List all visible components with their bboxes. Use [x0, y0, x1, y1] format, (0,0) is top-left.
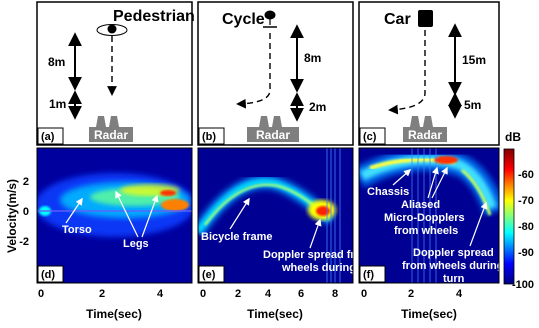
scenario-panel-cycle: Cycle 8m 2m Radar (b)	[197, 1, 354, 146]
annotation-arrow	[431, 166, 448, 199]
x-axis-d: 0 2 4 Time(sec)	[38, 288, 164, 321]
annotation-bicycle-frame: Bicycle frame	[201, 231, 273, 243]
annotation-chassis: Chassis	[367, 186, 409, 198]
distance-label-near: 2m	[309, 100, 326, 114]
x-tick: 8	[332, 288, 338, 300]
distance-label-far: 15m	[462, 53, 486, 67]
radar-label: Radar	[94, 128, 128, 142]
radar-label: Radar	[408, 128, 442, 142]
spectrogram-heatmap	[37, 148, 192, 283]
trajectory-arrow	[388, 30, 426, 115]
spectrogram-panel-pedestrian: Torso Legs (d)	[36, 147, 193, 284]
y-tick: -2	[19, 236, 29, 248]
annotation-arrow	[115, 190, 139, 238]
colorbar-tick: -70	[518, 195, 534, 207]
x-axis-label: Time(sec)	[86, 307, 142, 321]
colorbar-tick: -100	[512, 279, 534, 291]
annotation-arrow	[65, 197, 83, 224]
radar-icon	[247, 116, 299, 142]
annotation-aliased-2: Micro-Dopplers	[384, 212, 465, 224]
x-tick: 2	[99, 288, 105, 300]
annotation-arrow	[427, 166, 439, 199]
pedestrian-icon	[107, 24, 117, 34]
x-tick: 4	[456, 288, 463, 300]
annotation-car-doppler-2: from wheels during	[402, 260, 503, 272]
annotation-aliased: Aliased	[401, 199, 440, 211]
spectrogram-panel-cycle: Bicycle frame Doppler spread from wheels…	[197, 147, 381, 284]
distance-label-near: 5m	[464, 98, 481, 112]
annotation-legs: Legs	[123, 238, 149, 250]
colorbar-unit: dB	[505, 130, 521, 144]
y-tick: 2	[23, 176, 29, 188]
colorbar-tick: -60	[518, 169, 534, 181]
x-tick: 4	[265, 288, 272, 300]
panel-tag: (e)	[202, 269, 216, 281]
panel-tag: (d)	[41, 269, 55, 281]
x-axis-e: 0 2 4 6 8 Time(sec)	[200, 288, 338, 321]
radar-icon	[89, 116, 133, 142]
panel-title: Car	[384, 11, 411, 28]
panel-tag: (c)	[363, 131, 377, 143]
x-axis-label: Time(sec)	[247, 307, 303, 321]
annotation-arrow	[392, 169, 412, 186]
annotation-doppler-spread-2: wheels during turn	[281, 262, 381, 274]
x-tick: 2	[408, 288, 414, 300]
distance-label-far: 8m	[304, 51, 321, 65]
panel-title: Cycle	[222, 11, 265, 28]
scenario-panel-pedestrian: Pedestrian 8m 1m Radar (a)	[36, 1, 195, 146]
radar-icon	[403, 116, 447, 142]
cycle-icon	[263, 10, 277, 28]
annotation-arrow	[309, 218, 322, 249]
annotation-arrow	[229, 197, 250, 230]
colorbar: dB -60 -70 -80 -90 -100	[503, 130, 534, 291]
annotation-car-doppler-3: turn	[443, 273, 465, 285]
x-tick: 0	[200, 288, 206, 300]
panel-tag: (b)	[202, 131, 216, 143]
distance-label-far: 8m	[48, 55, 65, 69]
colorbar-tick: -80	[518, 221, 534, 233]
spectrogram-heatmap	[359, 148, 499, 283]
annotation-torso: Torso	[62, 224, 92, 236]
panel-title: Pedestrian	[113, 8, 195, 25]
panel-tag: (a)	[41, 131, 55, 143]
radar-label: Radar	[256, 128, 290, 142]
panel-tag: (f)	[363, 269, 374, 281]
annotation-arrow	[141, 194, 159, 238]
x-tick: 0	[38, 288, 44, 300]
x-axis-f: 0 2 4 Time(sec)	[361, 288, 463, 321]
y-axis: Velocity(m/s) 2 0 -2	[5, 176, 29, 253]
colorbar-tick: -90	[518, 247, 534, 259]
car-icon	[418, 10, 433, 27]
x-tick: 6	[298, 288, 304, 300]
y-axis-label: Velocity(m/s)	[5, 179, 19, 253]
spectrogram-panel-car: Chassis Aliased Micro-Dopplers from whee…	[358, 147, 503, 285]
y-tick: 0	[23, 206, 29, 218]
distance-label-near: 1m	[49, 97, 66, 111]
x-tick: 2	[235, 288, 241, 300]
x-tick: 4	[157, 288, 164, 300]
x-axis-label: Time(sec)	[401, 307, 457, 321]
annotation-car-doppler: Doppler spread	[413, 247, 494, 259]
scenario-panel-car: Car 15m 5m Radar (c)	[358, 1, 500, 146]
spectrogram-heatmap	[198, 148, 353, 283]
colorbar-gradient	[503, 148, 515, 285]
annotation-doppler-spread: Doppler spread from	[263, 249, 371, 261]
x-tick: 0	[361, 288, 367, 300]
annotation-aliased-3: from wheels	[394, 225, 458, 237]
annotation-arrow	[469, 201, 488, 247]
